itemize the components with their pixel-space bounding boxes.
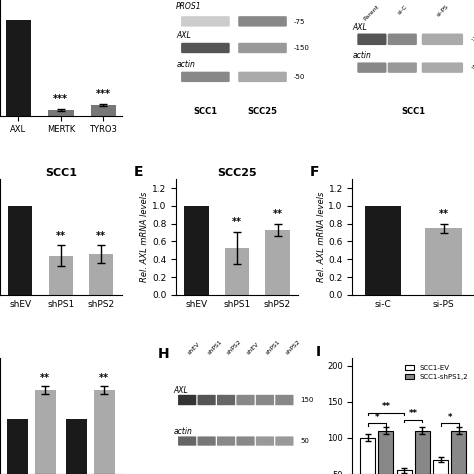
- Text: AXL: AXL: [174, 386, 189, 395]
- FancyBboxPatch shape: [422, 63, 463, 73]
- Text: PROS1: PROS1: [176, 2, 202, 11]
- Bar: [184, 206, 209, 295]
- FancyBboxPatch shape: [198, 395, 216, 405]
- Text: E: E: [134, 165, 143, 179]
- Text: **: **: [99, 373, 109, 383]
- Bar: [35, 390, 55, 474]
- Text: 50: 50: [300, 438, 309, 444]
- Text: **: **: [56, 230, 66, 241]
- FancyBboxPatch shape: [256, 437, 274, 446]
- FancyBboxPatch shape: [238, 72, 287, 82]
- Y-axis label: Rel. AXL mRNA levels: Rel. AXL mRNA levels: [317, 192, 326, 282]
- Bar: [48, 110, 73, 116]
- FancyBboxPatch shape: [275, 395, 293, 405]
- FancyBboxPatch shape: [181, 16, 230, 27]
- Bar: [265, 230, 290, 295]
- Bar: [6, 19, 31, 116]
- Text: shEV: shEV: [187, 342, 201, 356]
- Title: SCC25: SCC25: [217, 168, 257, 178]
- Text: 150: 150: [300, 397, 314, 403]
- Text: shEV: shEV: [246, 342, 260, 356]
- Text: -150: -150: [470, 37, 474, 42]
- Text: **: **: [409, 410, 418, 419]
- Text: **: **: [438, 209, 448, 219]
- Text: SCC25: SCC25: [247, 107, 277, 116]
- Bar: [225, 248, 249, 295]
- Text: *: *: [374, 413, 379, 422]
- FancyBboxPatch shape: [256, 395, 274, 405]
- FancyBboxPatch shape: [357, 63, 386, 73]
- Text: **: **: [382, 402, 391, 411]
- Bar: [7, 419, 28, 474]
- FancyBboxPatch shape: [422, 34, 463, 45]
- Text: F: F: [310, 165, 319, 179]
- Text: **: **: [273, 209, 283, 219]
- Bar: [94, 390, 115, 474]
- Bar: [415, 431, 430, 474]
- Text: actin: actin: [174, 427, 192, 436]
- Text: si-C: si-C: [396, 3, 408, 15]
- FancyBboxPatch shape: [178, 395, 196, 405]
- Bar: [397, 470, 412, 474]
- Bar: [425, 228, 462, 295]
- Text: I: I: [316, 345, 321, 358]
- Text: -75: -75: [294, 19, 306, 25]
- FancyBboxPatch shape: [388, 63, 417, 73]
- Text: -50: -50: [294, 74, 306, 80]
- Text: **: **: [232, 217, 242, 227]
- Text: AXL: AXL: [176, 31, 191, 40]
- Text: actin: actin: [353, 51, 371, 60]
- Text: -50: -50: [470, 65, 474, 70]
- Bar: [66, 419, 87, 474]
- FancyBboxPatch shape: [275, 437, 293, 446]
- Bar: [378, 431, 393, 474]
- Text: shPS2: shPS2: [284, 339, 301, 356]
- FancyBboxPatch shape: [198, 437, 216, 446]
- FancyBboxPatch shape: [181, 43, 230, 53]
- Bar: [360, 438, 375, 474]
- Title: SCC1: SCC1: [45, 168, 77, 178]
- Text: ***: ***: [96, 90, 111, 100]
- Text: **: **: [40, 373, 50, 383]
- Text: -150: -150: [294, 45, 310, 51]
- Bar: [433, 460, 448, 474]
- Bar: [451, 431, 466, 474]
- FancyBboxPatch shape: [178, 437, 196, 446]
- FancyBboxPatch shape: [238, 16, 287, 27]
- FancyBboxPatch shape: [388, 34, 417, 45]
- Text: shPS1: shPS1: [207, 339, 223, 356]
- Text: shPS2: shPS2: [226, 339, 243, 356]
- Bar: [89, 254, 113, 295]
- Bar: [365, 206, 401, 295]
- Bar: [49, 255, 73, 295]
- Text: H: H: [158, 347, 170, 361]
- FancyBboxPatch shape: [357, 34, 386, 45]
- Text: SCC1: SCC1: [193, 107, 218, 116]
- FancyBboxPatch shape: [217, 437, 235, 446]
- Text: Parent: Parent: [363, 3, 381, 21]
- Y-axis label: Rel. AXL mRNA levels: Rel. AXL mRNA levels: [140, 192, 149, 282]
- FancyBboxPatch shape: [237, 395, 255, 405]
- Text: si-PS: si-PS: [436, 3, 449, 18]
- Bar: [91, 105, 116, 116]
- FancyBboxPatch shape: [181, 72, 230, 82]
- Bar: [8, 206, 32, 295]
- Text: shPS1: shPS1: [265, 339, 282, 356]
- Text: **: **: [96, 230, 106, 241]
- FancyBboxPatch shape: [237, 437, 255, 446]
- Text: actin: actin: [176, 60, 195, 69]
- Text: SCC1: SCC1: [401, 107, 425, 116]
- Legend: SCC1-EV, SCC1-shPS1,2: SCC1-EV, SCC1-shPS1,2: [402, 362, 471, 383]
- FancyBboxPatch shape: [217, 395, 235, 405]
- Text: ***: ***: [53, 94, 68, 104]
- Text: AXL: AXL: [353, 23, 367, 32]
- FancyBboxPatch shape: [238, 43, 287, 53]
- Text: *: *: [447, 413, 452, 422]
